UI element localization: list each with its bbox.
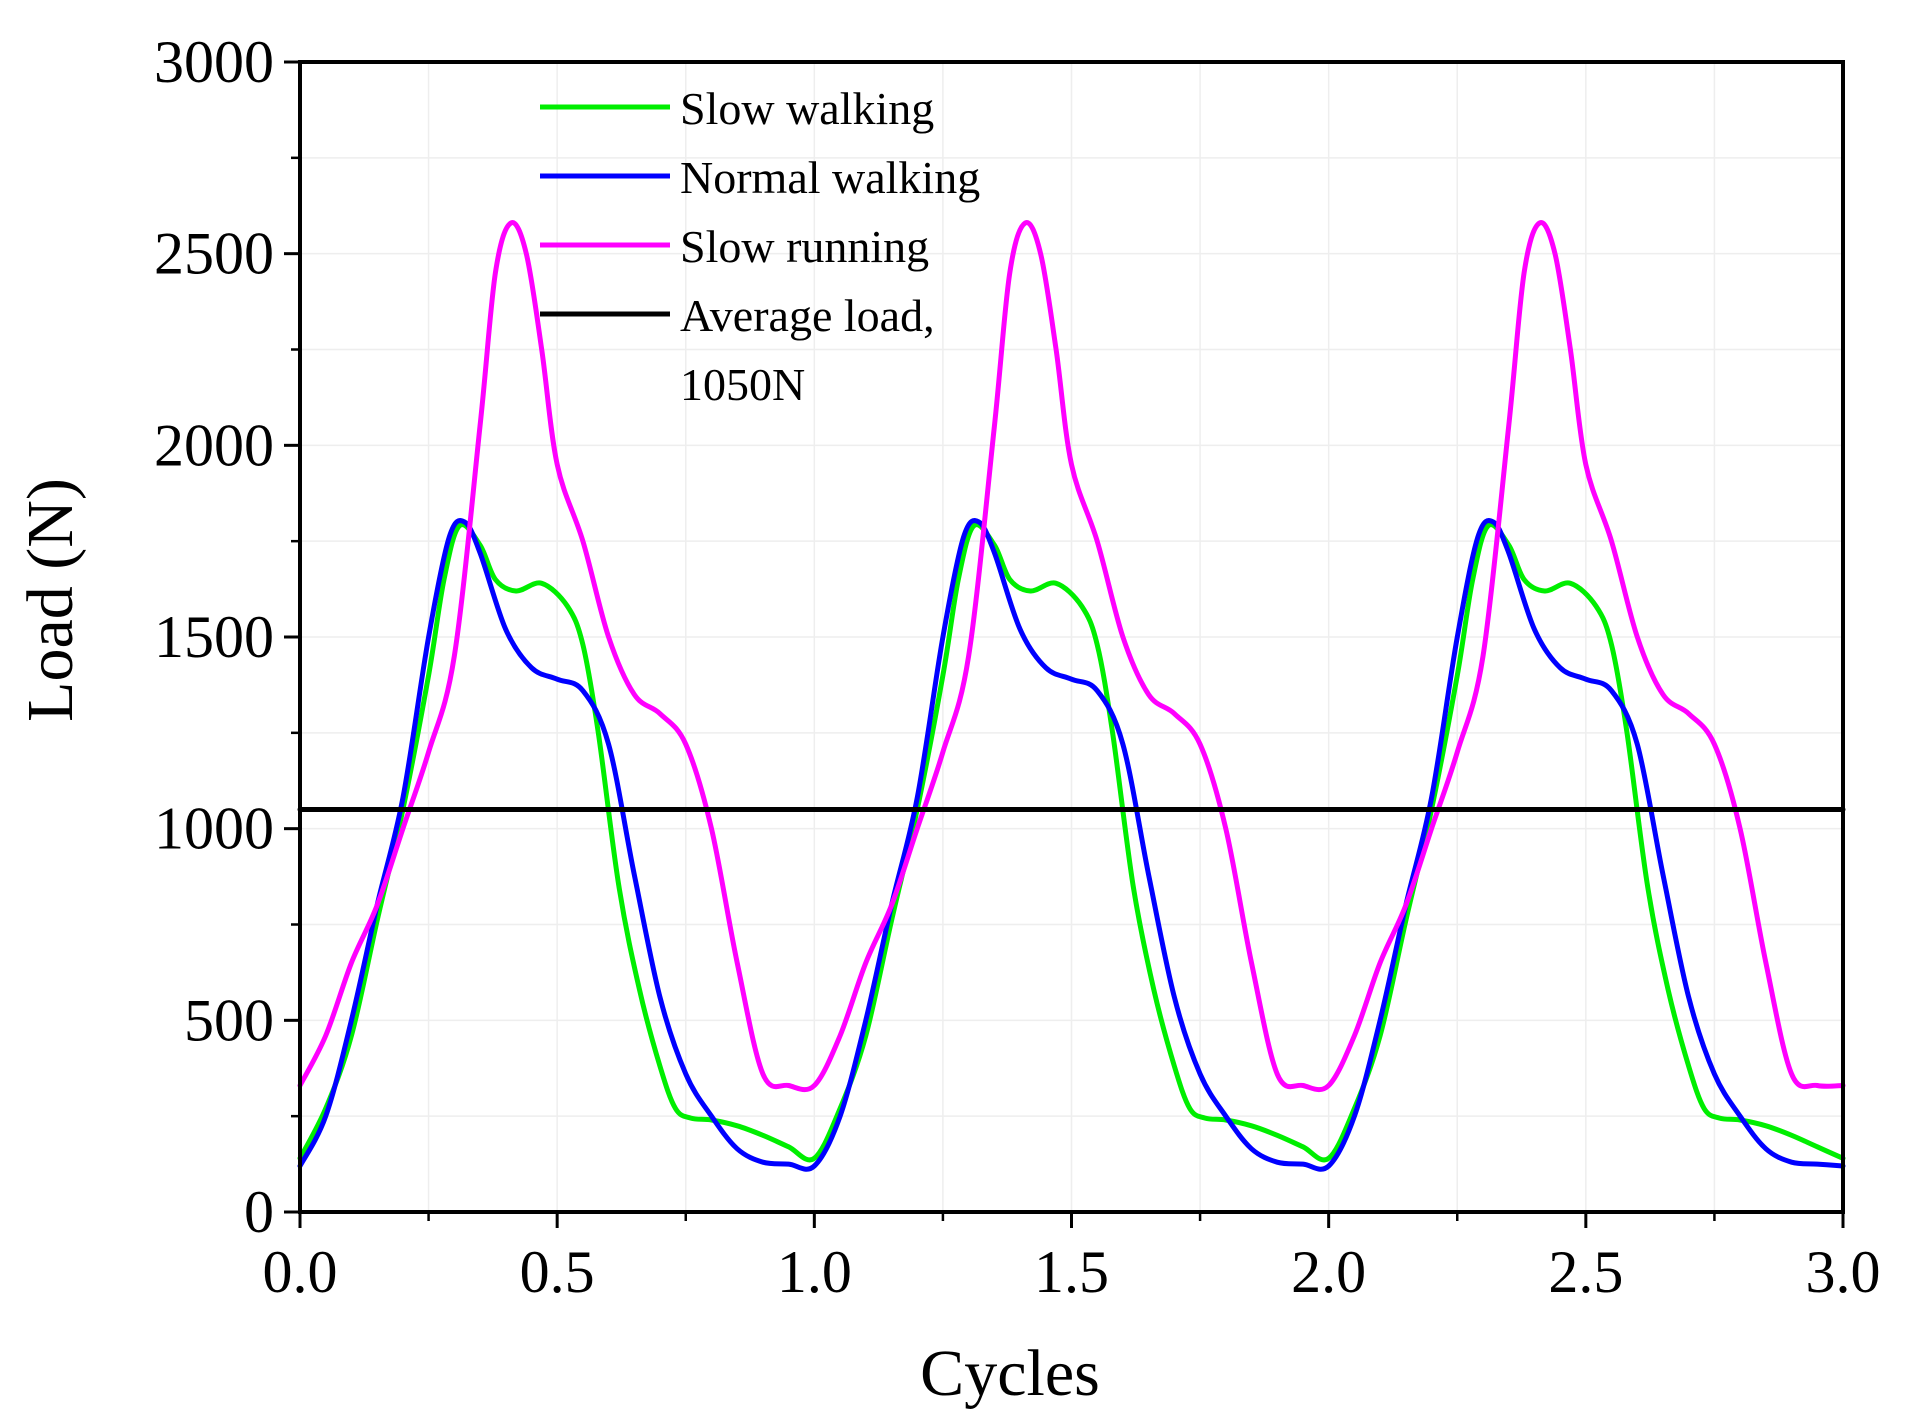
legend-label-slow-walking: Slow walking — [680, 83, 934, 134]
series-lines — [297, 220, 1846, 1172]
x-tick-label: 2.5 — [1548, 1239, 1623, 1305]
x-tick-label: 1.0 — [777, 1239, 852, 1305]
y-tick-label: 3000 — [154, 29, 274, 95]
series-line-normal-walking — [297, 518, 1846, 1172]
x-tick-label: 2.0 — [1291, 1239, 1366, 1305]
x-tick-label: 1.5 — [1034, 1239, 1109, 1305]
legend-label-slow-running: Slow running — [680, 221, 929, 272]
y-tick-label: 1500 — [154, 604, 274, 670]
x-axis-title: Cycles — [920, 1337, 1100, 1410]
legend-label-average-load-value: 1050N — [680, 359, 805, 410]
legend-label-normal-walking: Normal walking — [680, 152, 980, 203]
series-line-slow-walking — [297, 522, 1846, 1163]
y-axis-title: Load (N) — [14, 478, 87, 722]
y-tick-label: 0 — [244, 1179, 274, 1245]
legend-label-average-load: Average load, — [680, 290, 935, 341]
y-tick-label: 2000 — [154, 412, 274, 478]
axis-ticks: 0.0 0.5 1.0 1.5 2.0 2.5 3.0 0 500 1000 1500 2000 250… — [154, 29, 1881, 1305]
y-tick-label: 2500 — [154, 221, 274, 287]
y-tick-label: 1000 — [154, 796, 274, 862]
x-tick-label: 0.5 — [520, 1239, 595, 1305]
series-line-slow-running — [297, 220, 1846, 1093]
x-tick-label: 3.0 — [1806, 1239, 1881, 1305]
y-tick-label: 500 — [184, 987, 274, 1053]
x-tick-label: 0.0 — [263, 1239, 338, 1305]
legend: Slow walking Normal walking Slow running… — [540, 83, 980, 410]
